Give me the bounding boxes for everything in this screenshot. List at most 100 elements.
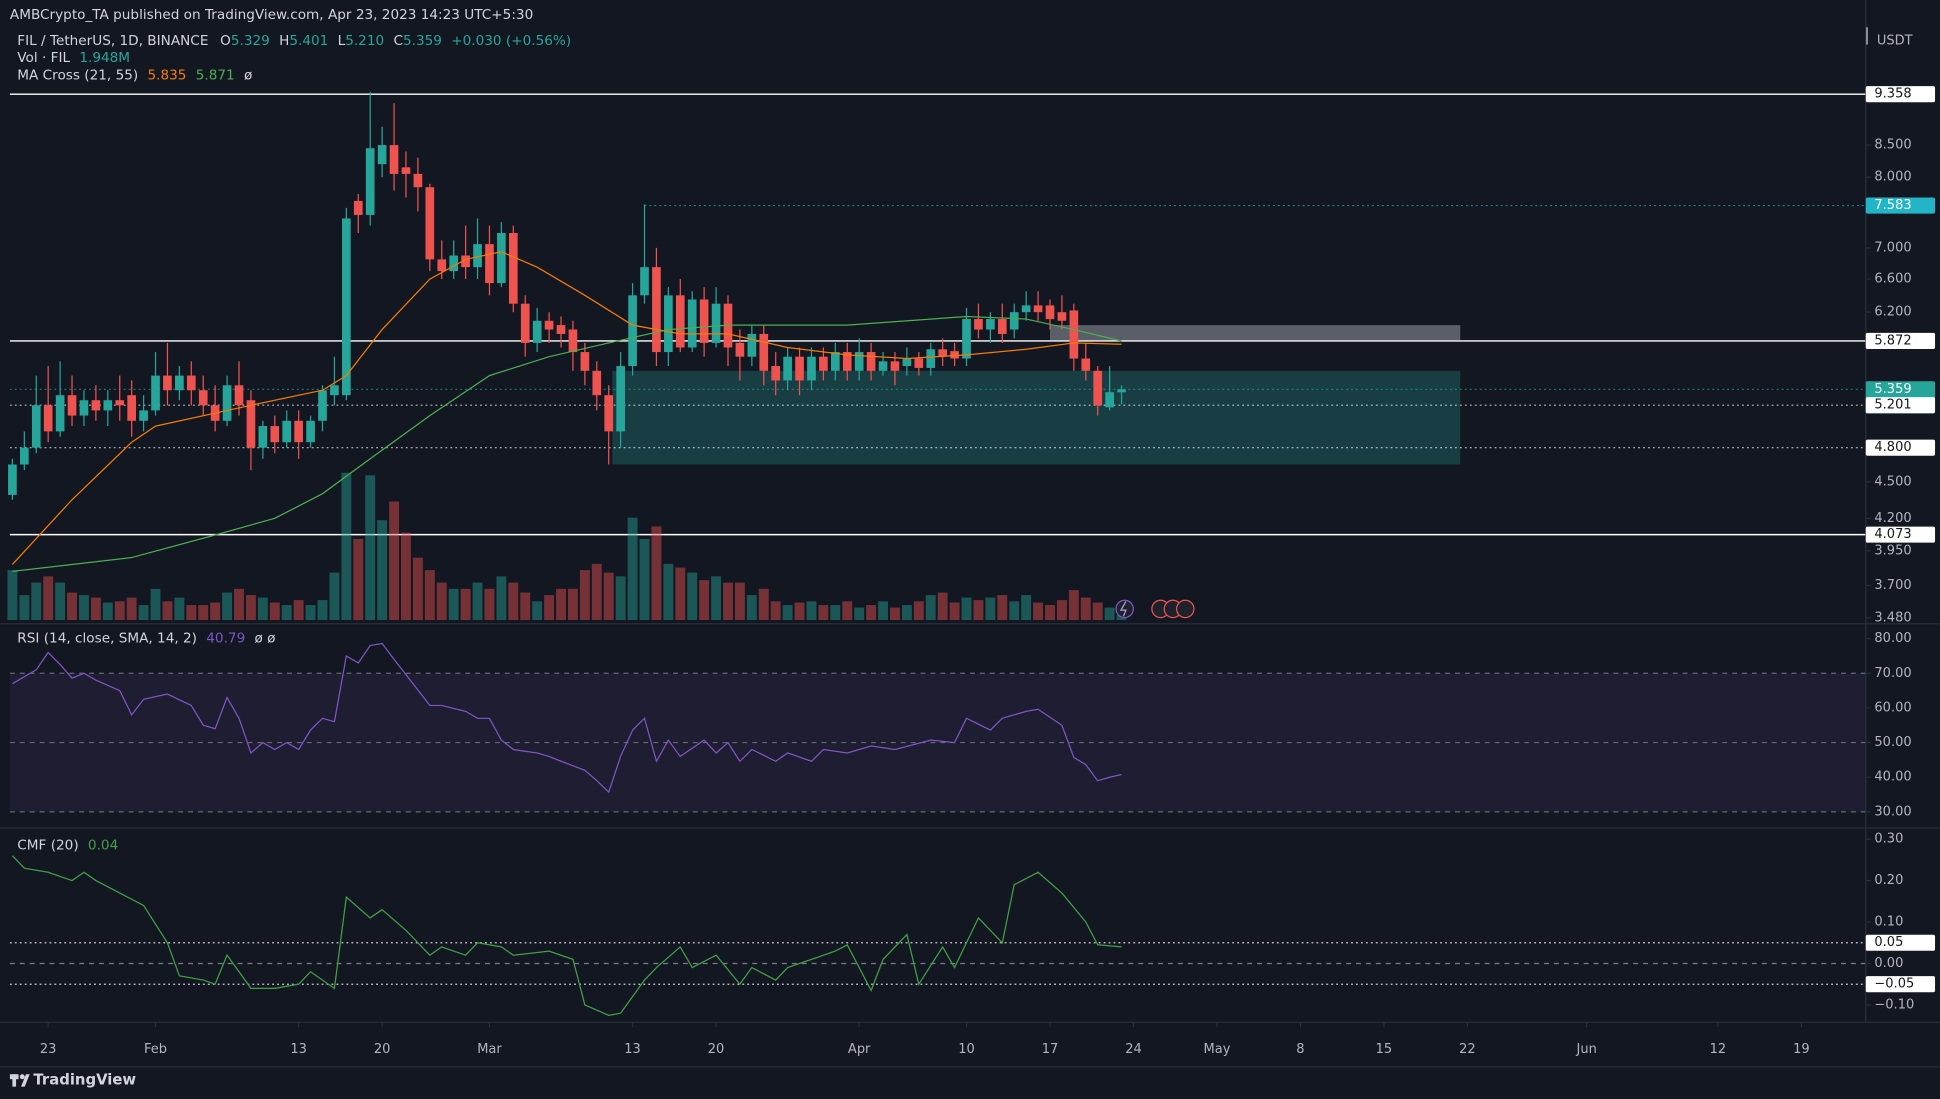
- candle-body: [294, 420, 303, 443]
- volume-bar: [43, 576, 54, 621]
- candle-body: [234, 385, 244, 406]
- volume-bar: [389, 501, 399, 621]
- volume-bar: [937, 592, 948, 621]
- volume-bar: [1045, 605, 1055, 621]
- volume-bar: [854, 607, 865, 621]
- volume-bar: [210, 602, 221, 621]
- volume-bar: [949, 602, 960, 621]
- candle-body: [1069, 310, 1079, 359]
- candle-body: [520, 303, 530, 343]
- volume-bar: [245, 595, 256, 621]
- event-icon[interactable]: [1115, 599, 1134, 619]
- candle-body: [986, 319, 995, 330]
- y-tick-label: 40.00: [1874, 770, 1911, 785]
- y-tick-label: 50.00: [1874, 735, 1911, 750]
- y-tick-label: 0.20: [1874, 873, 1903, 888]
- publish-info: AMBCrypto_TA published on TradingView.co…: [10, 7, 533, 23]
- candle-body: [282, 420, 292, 443]
- candle-body: [151, 375, 160, 411]
- candle-body: [67, 395, 77, 416]
- zone: [612, 370, 1461, 465]
- volume-bar: [579, 570, 590, 621]
- rsi-name: RSI (14, close, SMA, 14, 2): [17, 631, 197, 647]
- brand-logo: [9, 1074, 30, 1087]
- cmf-value: 0.04: [88, 837, 118, 853]
- candle-body: [830, 352, 840, 371]
- y-tick-label: 7.000: [1874, 240, 1911, 255]
- level-label-box: [1865, 934, 1936, 951]
- volume-bar: [770, 601, 781, 621]
- volume-bar: [126, 597, 137, 621]
- ohlc-value: 5.210: [345, 33, 384, 49]
- volume-bar: [1092, 602, 1103, 621]
- candle-body: [1021, 305, 1031, 313]
- candle-body: [55, 395, 65, 432]
- volume-bar: [711, 576, 722, 621]
- candle-body: [938, 349, 947, 357]
- volume-bar: [90, 597, 101, 621]
- y-tick-label: 8.000: [1874, 170, 1911, 185]
- candle-body: [449, 255, 459, 272]
- event-icons: [1115, 599, 1195, 619]
- candle-body: [222, 385, 232, 421]
- ma-legend: MA Cross (21, 55) 5.835 5.871 ø: [17, 67, 252, 83]
- candle-body: [497, 232, 506, 284]
- x-tick-label: 13: [290, 1042, 307, 1057]
- candle-body: [353, 200, 363, 215]
- x-tick-label: Jun: [1576, 1042, 1597, 1057]
- candle-body: [1033, 305, 1043, 313]
- candle-body: [1117, 389, 1126, 393]
- x-tick-label: 13: [624, 1042, 641, 1057]
- volume-bar: [925, 595, 936, 621]
- ma-flag: ø: [244, 67, 252, 83]
- y-tick-label: 3.950: [1874, 543, 1911, 558]
- cmf-legend: CMF (20) 0.04: [17, 837, 118, 853]
- candle-body: [1045, 305, 1055, 320]
- volume-bar: [186, 605, 197, 621]
- volume-bar: [639, 538, 650, 621]
- cmf-name: CMF (20): [17, 837, 78, 853]
- volume-bar: [472, 582, 483, 621]
- y-tick-label: 4.200: [1874, 511, 1911, 526]
- candle-body: [389, 145, 399, 174]
- candle-body: [771, 366, 781, 381]
- x-tick-label: 10: [958, 1042, 975, 1057]
- candle-body: [437, 259, 447, 272]
- candle-body: [819, 356, 828, 371]
- volume-bar: [79, 595, 89, 621]
- candle-body: [79, 400, 89, 416]
- volume-bar: [818, 605, 829, 621]
- zone: [1049, 325, 1461, 341]
- candle-body: [1057, 312, 1067, 321]
- volume-bar: [1009, 601, 1020, 621]
- event-icon[interactable]: [1176, 599, 1195, 619]
- currency: USDT: [1877, 33, 1913, 48]
- volume-bar: [663, 563, 674, 621]
- level-label-box: [1865, 86, 1936, 103]
- volume-bar: [913, 601, 924, 621]
- volume-bar: [448, 588, 459, 621]
- volume-bar: [508, 582, 519, 621]
- candle-body: [962, 319, 971, 359]
- volume-bar: [114, 601, 125, 621]
- x-tick-label: 22: [1459, 1042, 1476, 1057]
- volume-bar: [675, 567, 686, 621]
- volume-bar: [842, 601, 853, 621]
- volume-bar: [866, 605, 877, 621]
- volume-legend: Vol · FIL 1.948M: [17, 50, 130, 66]
- x-tick-label: May: [1204, 1042, 1231, 1057]
- volume-bar: [150, 588, 161, 621]
- candle-body: [461, 255, 470, 268]
- candle-body: [270, 426, 280, 443]
- x-tick-label: Feb: [144, 1042, 167, 1057]
- logo-part: [19, 1074, 25, 1080]
- volume-bar: [782, 605, 793, 621]
- level-label: 0.05: [1874, 935, 1903, 950]
- volume-bar: [436, 582, 447, 621]
- y-tick-label: −0.10: [1874, 997, 1914, 1012]
- volume-name: Vol · FIL: [17, 50, 70, 66]
- candle-body: [31, 405, 41, 448]
- level-label: 5.872: [1874, 333, 1911, 348]
- candle-body: [1081, 358, 1091, 371]
